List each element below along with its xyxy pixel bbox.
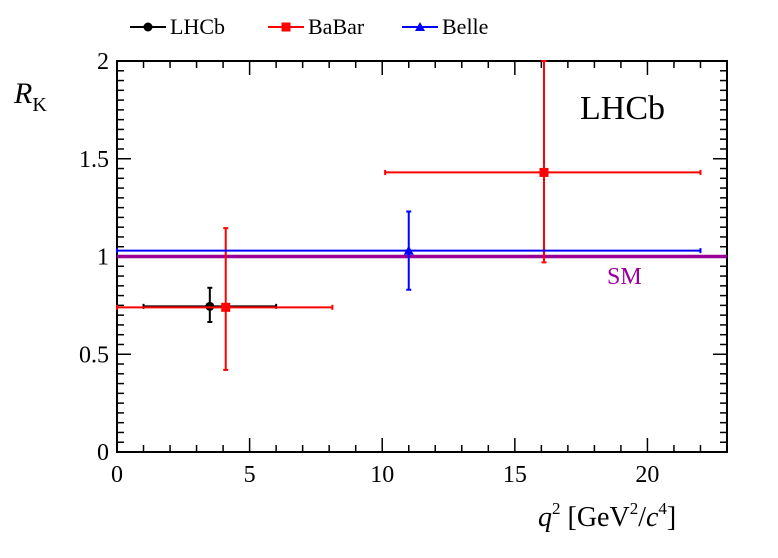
experiment-label: LHCb (580, 90, 665, 127)
y-tick-label: 0.5 (79, 342, 109, 368)
legend-item-babar: BaBar (268, 14, 365, 39)
legend-label-babar: BaBar (308, 14, 365, 39)
x-tick-label: 0 (111, 462, 123, 488)
babar-data-point (539, 167, 549, 177)
y-tick-label: 1.5 (79, 147, 109, 173)
x-tick-label: 20 (635, 462, 659, 488)
legend-marker-babar (281, 22, 291, 32)
y-tick-label: 2 (97, 49, 109, 75)
legend-item-lhcb: LHCb (130, 14, 225, 39)
x-tick-label: 15 (503, 462, 527, 488)
series-babar (116, 60, 702, 371)
y-tick-label: 1 (97, 245, 109, 271)
x-axis-title: q2 [GeV2/c4] (538, 499, 676, 533)
x-tick-label: 5 (244, 462, 256, 488)
legend-marker-belle (415, 22, 425, 31)
series-belle (116, 210, 702, 291)
babar-data-point (221, 302, 231, 312)
legend-marker-lhcb (143, 22, 153, 32)
belle-data-point (403, 245, 414, 255)
sm-line-label: SM (607, 264, 642, 290)
y-tick-label: 0 (97, 440, 109, 466)
x-tick-label: 10 (370, 462, 394, 488)
y-axis-title: RK (13, 77, 47, 116)
series-lhcb (142, 286, 278, 323)
legend-item-belle: Belle (402, 14, 488, 39)
legend-label-belle: Belle (442, 14, 488, 39)
legend-label-lhcb: LHCb (170, 14, 225, 39)
